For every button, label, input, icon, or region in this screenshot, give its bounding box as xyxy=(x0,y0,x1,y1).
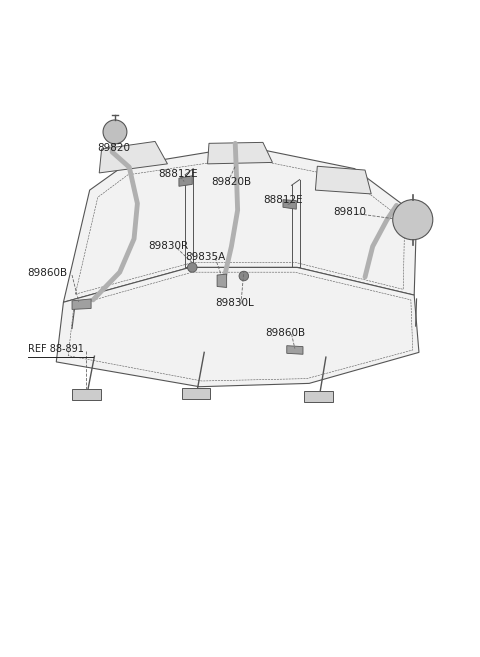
Text: 89860B: 89860B xyxy=(265,328,305,338)
Text: 89820: 89820 xyxy=(97,143,130,153)
Text: 88812E: 88812E xyxy=(158,169,198,179)
Polygon shape xyxy=(207,143,273,164)
Circle shape xyxy=(393,200,433,240)
Polygon shape xyxy=(217,274,227,288)
Text: 89860B: 89860B xyxy=(28,268,68,278)
Text: 89830L: 89830L xyxy=(215,298,254,307)
Polygon shape xyxy=(283,200,296,209)
Polygon shape xyxy=(72,299,91,309)
Text: 88812E: 88812E xyxy=(263,196,302,206)
Circle shape xyxy=(103,120,127,144)
Text: 89835A: 89835A xyxy=(186,252,226,261)
Polygon shape xyxy=(56,267,419,387)
Polygon shape xyxy=(63,147,417,302)
Polygon shape xyxy=(287,346,303,354)
Text: REF 88-891: REF 88-891 xyxy=(28,344,84,354)
Circle shape xyxy=(239,271,249,281)
Polygon shape xyxy=(99,141,168,173)
Text: 89810: 89810 xyxy=(333,207,366,217)
Circle shape xyxy=(188,263,197,272)
Polygon shape xyxy=(179,176,192,187)
Text: 89830R: 89830R xyxy=(148,241,189,251)
Polygon shape xyxy=(315,166,371,194)
Text: 89820B: 89820B xyxy=(211,177,252,187)
Polygon shape xyxy=(304,392,333,403)
Polygon shape xyxy=(182,388,210,399)
Polygon shape xyxy=(72,389,101,400)
